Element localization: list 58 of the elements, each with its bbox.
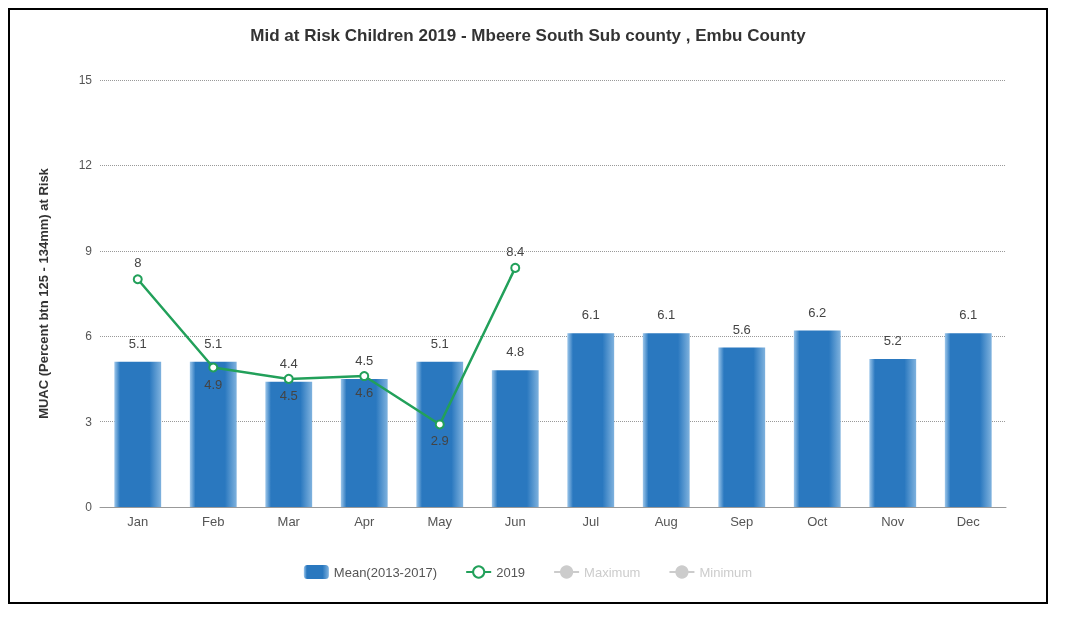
legend-label: 2019 [496,564,526,580]
data-label: 6.1 [959,307,978,323]
y-tick-label: 12 [78,158,93,173]
bar [340,378,388,507]
x-tick-label: Nov [881,514,905,529]
data-label: 5.1 [128,335,147,351]
data-label: 6.1 [581,307,600,323]
x-tick-label: Mar [277,514,301,529]
bar [944,333,992,507]
x-tick-label: Feb [202,514,225,529]
data-label: 4.6 [355,385,374,401]
data-label: 8 [134,255,142,271]
x-tick-label: Jan [127,514,149,529]
y-tick-label: 6 [85,329,93,344]
point [132,274,143,285]
x-tick-label: Jul [582,514,600,529]
data-label: 4.5 [279,387,298,403]
bar [114,361,162,507]
bar [416,361,464,507]
data-label: 2.9 [430,433,449,449]
x-tick-label: Dec [956,514,981,529]
data-label: 6.2 [808,304,827,320]
point [283,373,294,384]
bar [265,381,313,507]
legend-label: Mean(2013-2017) [333,564,438,580]
data-label: 4.5 [355,352,374,368]
data-label: 8.4 [506,243,525,259]
y-tick-label: 9 [85,243,93,258]
y-axis-title: MUAC (Percent btn 125 - 134mm) at Risk [36,167,51,419]
x-tick-label: Jun [504,514,526,529]
data-label: 6.1 [657,307,676,323]
point [208,362,219,373]
data-label: 5.2 [883,332,902,348]
data-label: 4.4 [279,355,298,371]
point [434,419,445,430]
bar [567,333,615,507]
x-tick-label: Oct [807,514,828,529]
data-label: 4.8 [506,344,525,360]
y-tick-label: 3 [85,414,93,429]
data-label: 5.1 [430,335,449,351]
x-tick-label: Apr [354,514,376,529]
chart-title: Mid at Risk Children 2019 - Mbeere South Sub county , Embu County [250,26,807,45]
data-label: 5.1 [204,335,223,351]
point [510,262,521,273]
bar [189,361,237,507]
bar [869,358,917,507]
data-label: 5.6 [732,321,751,337]
x-tick-label: Aug [654,514,678,529]
bar [718,347,766,507]
x-tick-label: May [427,514,453,529]
bar [491,370,539,507]
x-tick-label: Sep [730,514,754,529]
bar [642,333,690,507]
y-tick-label: 15 [78,73,93,87]
point [359,371,370,382]
bar [793,330,841,507]
y-tick-label: 0 [85,500,93,514]
data-label: 4.9 [204,376,223,392]
